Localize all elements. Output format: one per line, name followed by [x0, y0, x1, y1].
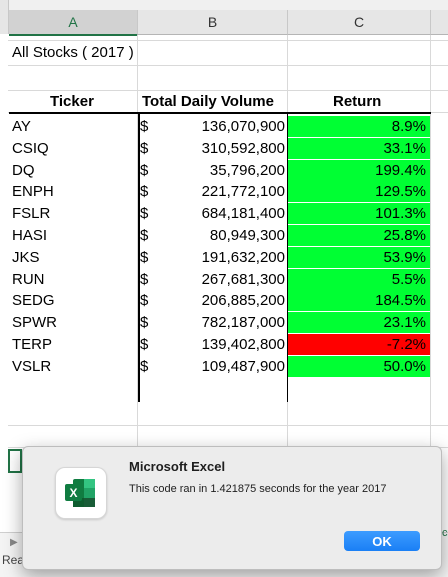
currency-symbol[interactable]: $ — [140, 271, 149, 288]
ok-button[interactable]: OK — [344, 531, 420, 551]
return-cell[interactable]: 129.5% — [375, 183, 426, 200]
ticker-cell[interactable]: DQ — [12, 162, 35, 179]
ticker-cell[interactable]: TERP — [12, 336, 53, 353]
column-a-border — [138, 114, 140, 402]
currency-symbol[interactable]: $ — [140, 292, 149, 309]
ticker-cell[interactable]: CSIQ — [12, 140, 49, 157]
ticker-cell[interactable]: RUN — [12, 271, 45, 288]
ticker-cell[interactable]: HASI — [12, 227, 48, 244]
svg-text:X: X — [69, 486, 77, 500]
return-cell[interactable]: 184.5% — [375, 292, 426, 309]
currency-symbol[interactable]: $ — [140, 118, 149, 135]
column-header-a[interactable]: A — [9, 10, 138, 36]
return-fill — [288, 356, 430, 377]
volume-cell[interactable]: 109,487,900 — [201, 358, 285, 375]
volume-cell[interactable]: 191,632,200 — [201, 249, 285, 266]
currency-symbol[interactable]: $ — [140, 227, 149, 244]
currency-symbol[interactable]: $ — [140, 140, 149, 157]
return-fill — [288, 269, 430, 290]
return-cell[interactable]: 33.1% — [383, 140, 426, 157]
header-border — [9, 112, 431, 114]
return-cell[interactable]: 199.4% — [375, 162, 426, 179]
currency-symbol[interactable]: $ — [140, 314, 149, 331]
return-fill — [288, 290, 430, 311]
volume-cell[interactable]: 310,592,800 — [201, 140, 285, 157]
return-fill — [288, 225, 430, 246]
header-ticker[interactable]: Ticker — [50, 93, 94, 110]
volume-cell[interactable]: 136,070,900 — [201, 118, 285, 135]
ticker-cell[interactable]: FSLR — [12, 205, 51, 222]
return-cell[interactable]: 8.9% — [391, 118, 426, 135]
volume-cell[interactable]: 267,681,300 — [201, 271, 285, 288]
return-fill — [288, 312, 430, 333]
currency-symbol[interactable]: $ — [140, 162, 149, 179]
column-header-d[interactable] — [431, 10, 448, 35]
return-cell[interactable]: 50.0% — [383, 358, 426, 375]
ticker-cell[interactable]: SPWR — [12, 314, 57, 331]
active-cell[interactable] — [8, 449, 22, 473]
excel-app-icon: X — [55, 467, 107, 519]
return-cell[interactable]: 53.9% — [383, 249, 426, 266]
currency-symbol[interactable]: $ — [140, 249, 149, 266]
volume-cell[interactable]: 782,187,000 — [201, 314, 285, 331]
currency-symbol[interactable]: $ — [140, 358, 149, 375]
column-header-c[interactable]: C — [288, 10, 431, 35]
side-edge-letter: c — [442, 527, 448, 539]
return-cell[interactable]: -7.2% — [386, 336, 426, 353]
column-b-border — [287, 114, 288, 402]
sheet-title[interactable]: All Stocks ( 2017 ) — [12, 44, 134, 61]
ticker-cell[interactable]: SEDG — [12, 292, 55, 309]
return-fill — [288, 247, 430, 268]
column-header-b[interactable]: B — [138, 10, 288, 35]
volume-cell[interactable]: 35,796,200 — [209, 162, 285, 179]
status-ready: Rea — [2, 553, 25, 567]
return-cell[interactable]: 25.8% — [383, 227, 426, 244]
currency-symbol[interactable]: $ — [140, 205, 149, 222]
alert-dialog: X Microsoft Excel This code ran in 1.421… — [22, 446, 442, 570]
return-cell[interactable]: 5.5% — [391, 271, 426, 288]
header-volume[interactable]: Total Daily Volume — [142, 93, 274, 110]
return-fill — [288, 160, 430, 181]
header-return[interactable]: Return — [333, 93, 382, 110]
ticker-cell[interactable]: ENPH — [12, 183, 54, 200]
currency-symbol[interactable]: $ — [140, 183, 149, 200]
ticker-cell[interactable]: AY — [12, 118, 31, 135]
return-fill — [288, 203, 430, 224]
volume-cell[interactable]: 221,772,100 — [201, 183, 285, 200]
sheet-nav-arrow-icon[interactable]: ▶ — [10, 537, 18, 548]
return-fill — [288, 138, 430, 159]
volume-cell[interactable]: 139,402,800 — [201, 336, 285, 353]
volume-cell[interactable]: 684,181,400 — [201, 205, 285, 222]
volume-cell[interactable]: 206,885,200 — [201, 292, 285, 309]
dialog-message: This code ran in 1.421875 seconds for th… — [129, 483, 387, 495]
return-fill — [288, 334, 430, 355]
volume-cell[interactable]: 80,949,300 — [209, 227, 285, 244]
currency-symbol[interactable]: $ — [140, 336, 149, 353]
return-cell[interactable]: 101.3% — [375, 205, 426, 222]
ticker-cell[interactable]: VSLR — [12, 358, 52, 375]
return-fill — [288, 181, 430, 202]
select-all-corner[interactable] — [0, 0, 9, 34]
return-fill — [288, 116, 430, 137]
return-cell[interactable]: 23.1% — [383, 314, 426, 331]
dialog-title: Microsoft Excel — [129, 459, 226, 474]
ticker-cell[interactable]: JKS — [12, 249, 40, 266]
